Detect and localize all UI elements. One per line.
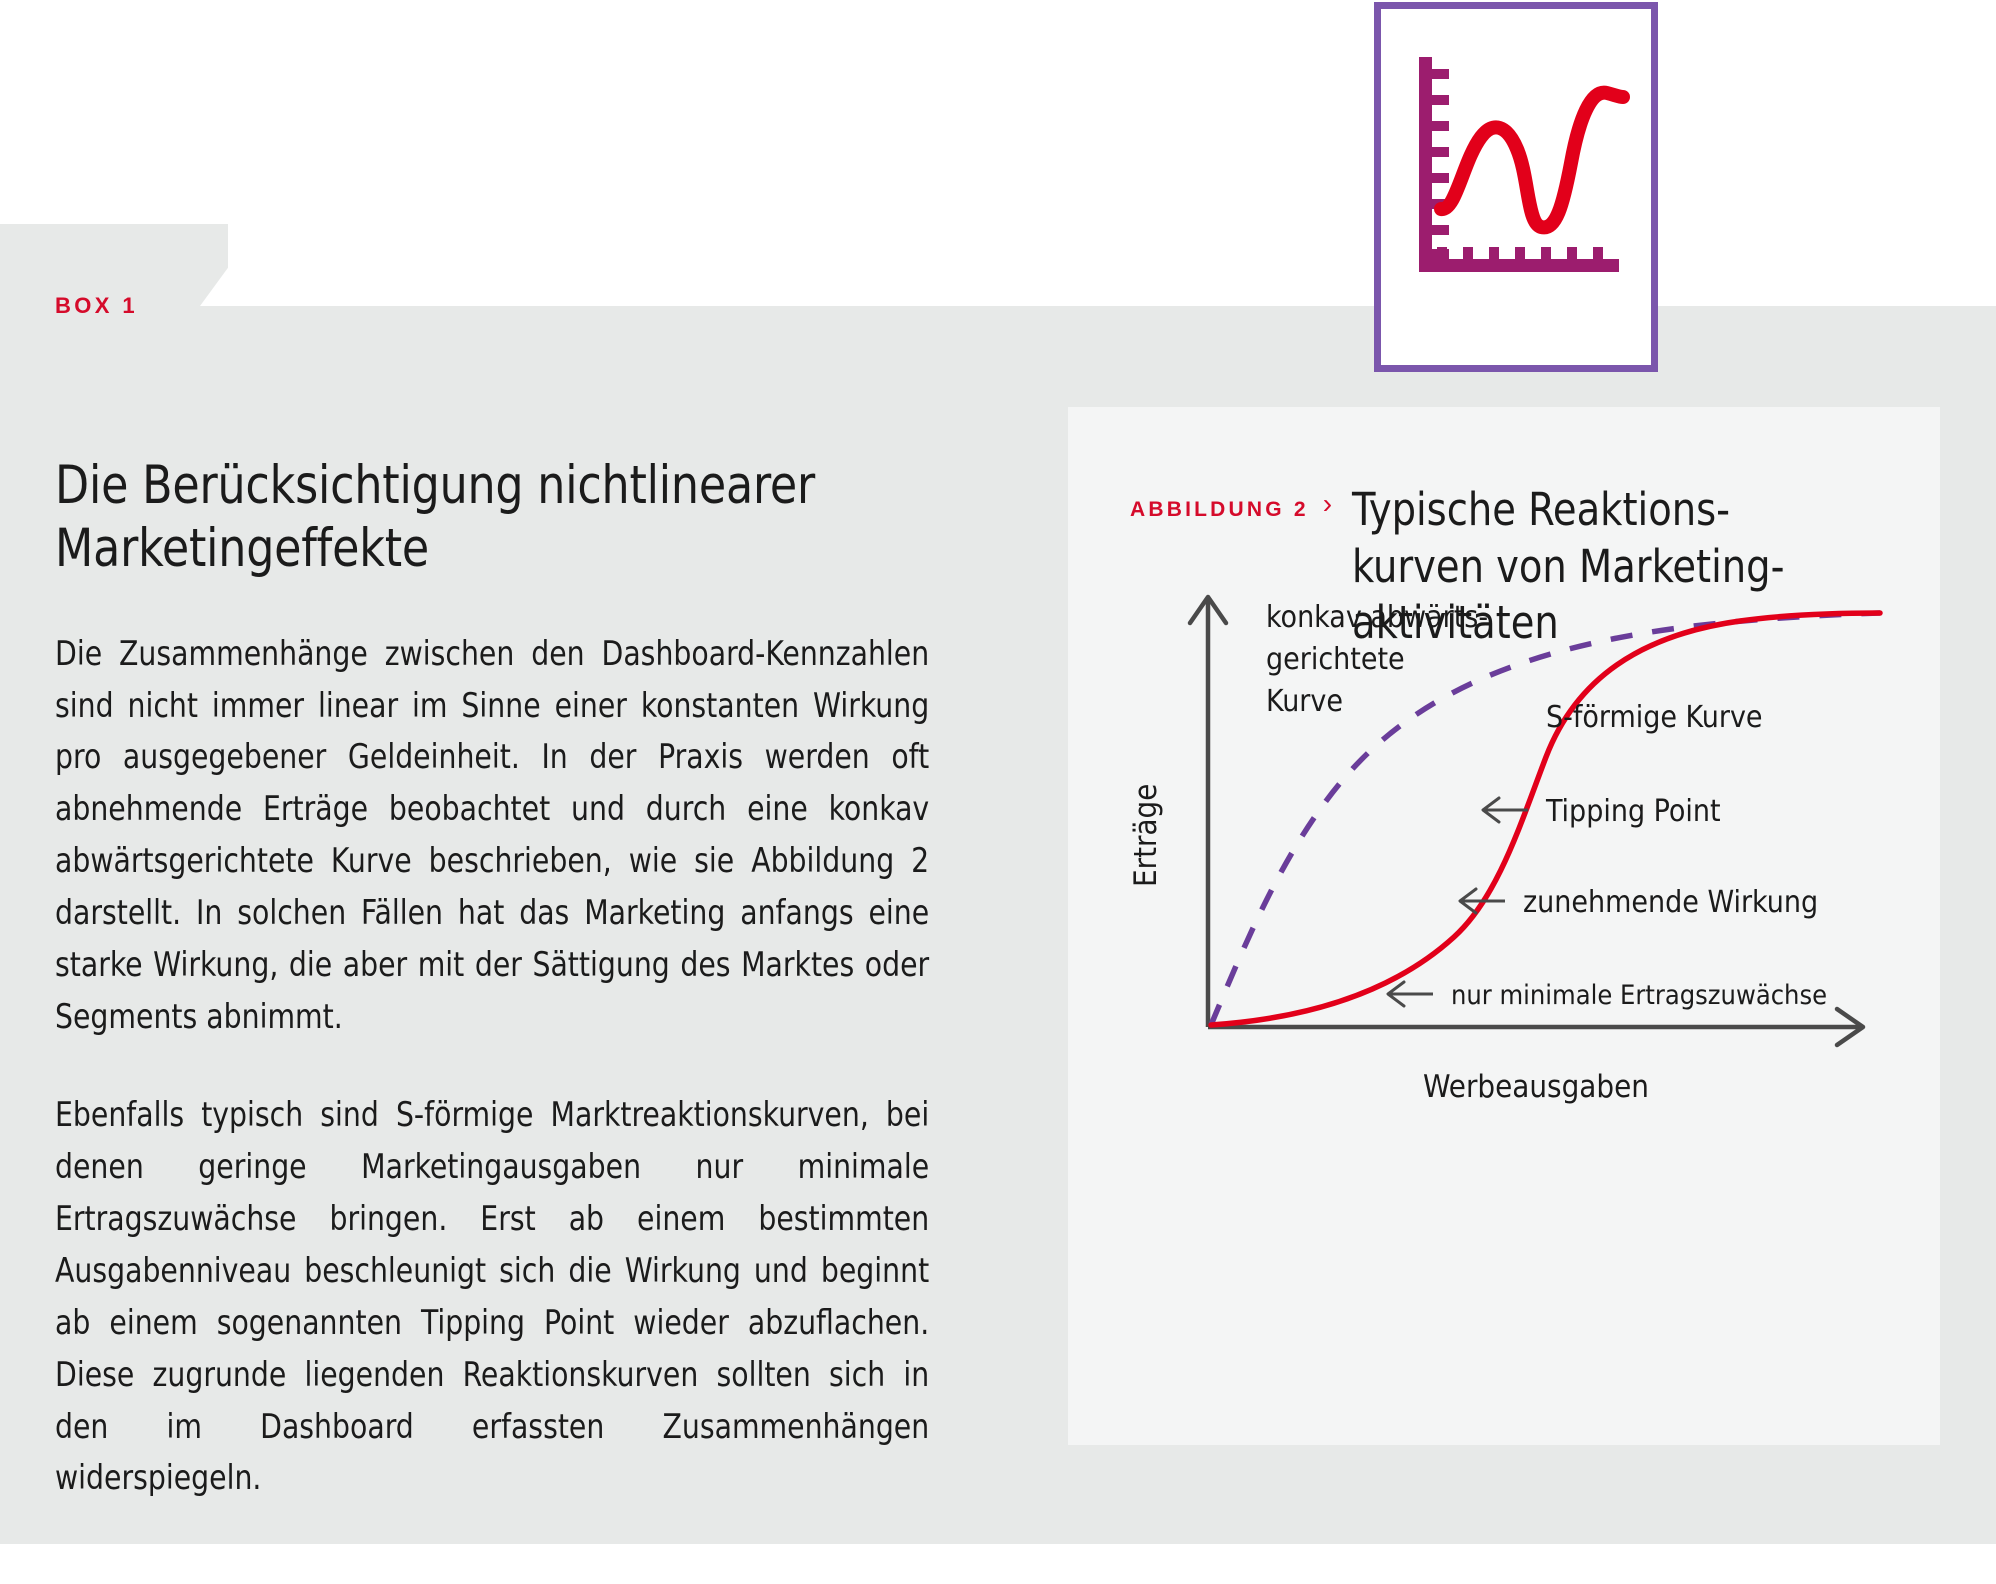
article-column: Die Berücksichtigung nichtlinearer Marke… — [55, 418, 985, 1538]
reaction-curves-chart: Erträge Werbeausgaben konkav abwärts- ge… — [1068, 557, 1940, 1457]
svg-text:gerichtete: gerichtete — [1266, 642, 1405, 677]
chevron-right-icon: › — [1322, 488, 1333, 519]
page-title: Die Berücksichtigung nichtlinearer Marke… — [55, 454, 816, 579]
figure-title: Typische Reaktions- kurven von Marketing… — [1352, 483, 1785, 650]
svg-text:nur minimale Ertragszuwächse: nur minimale Ertragszuwächse — [1451, 980, 1827, 1011]
box-eyebrow-label: BOX 1 — [55, 293, 139, 318]
annotation-s-curve: S-förmige Kurve — [1546, 700, 1763, 735]
x-axis-label: Werbeausgaben — [1423, 1069, 1649, 1105]
svg-text:Tipping Point: Tipping Point — [1545, 794, 1721, 829]
x-axis — [1208, 1006, 1866, 1048]
svg-text:S-förmige Kurve: S-förmige Kurve — [1546, 700, 1763, 735]
line-chart-icon-card — [1374, 2, 1658, 372]
svg-text:zunehmende Wirkung: zunehmende Wirkung — [1523, 885, 1818, 920]
annotation-tipping-point: Tipping Point — [1481, 794, 1721, 829]
svg-text:konkav abwärts-: konkav abwärts- — [1266, 600, 1488, 635]
y-axis — [1187, 594, 1229, 1027]
y-axis-label: Erträge — [1128, 784, 1164, 887]
svg-text:Kurve: Kurve — [1266, 684, 1343, 719]
annotation-minimal-gains: nur minimale Ertragszuwächse — [1386, 980, 1827, 1011]
body-paragraph-2: Ebenfalls typisch sind S-förmige Marktre… — [55, 1095, 930, 1498]
annotation-increasing-effect: zunehmende Wirkung — [1458, 885, 1818, 920]
figure-header: ABBILDUNG 2 › Typische Reaktions- kurven… — [1130, 482, 1920, 652]
line-chart-icon — [1419, 57, 1630, 272]
s-shaped-curve — [1208, 610, 1883, 1028]
box-tab-notch — [228, 224, 1996, 306]
figure-kicker-label: ABBILDUNG 2 — [1130, 498, 1309, 521]
figure-panel: ABBILDUNG 2 › Typische Reaktions- kurven… — [1068, 407, 1940, 1445]
body-paragraph-1: Die Zusammenhänge zwischen den Dashboard… — [55, 633, 930, 1037]
annotation-concave-curve: konkav abwärts- gerichtete Kurve — [1266, 600, 1488, 719]
